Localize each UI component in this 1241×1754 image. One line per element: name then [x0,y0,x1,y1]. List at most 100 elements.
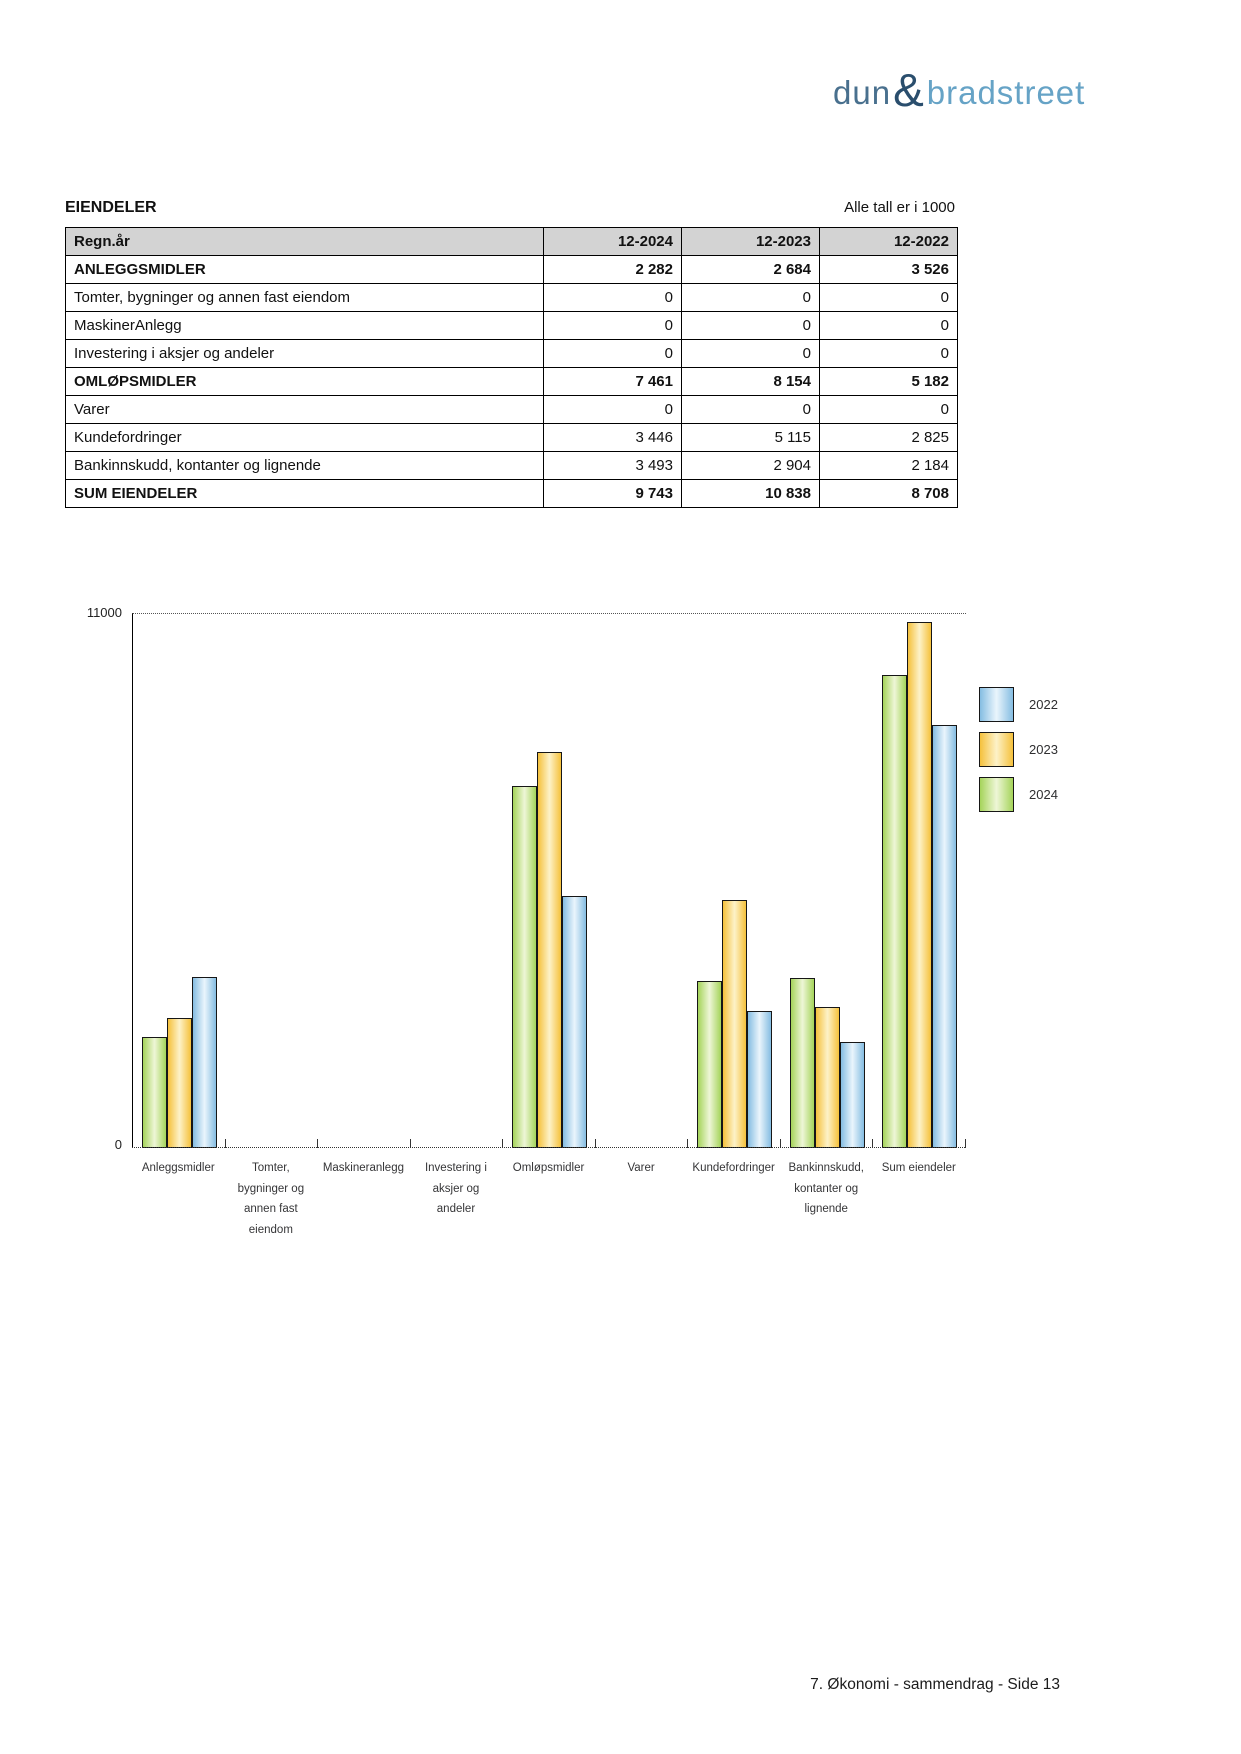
x-axis-label-line: eiendom [248,1223,293,1236]
legend-label-2023: 2023 [1029,742,1058,757]
row-value: 10 838 [681,479,820,508]
x-axis-label: Tomter, bygninger og annen fast eiendom [225,1158,318,1240]
row-label: Bankinnskudd, kontanter og lignende [65,451,544,480]
x-axis-label-line: Investering i [424,1162,487,1174]
row-value: 0 [681,283,820,312]
row-value: 0 [543,395,682,424]
table-row: SUM EIENDELER 9 743 10 838 8 708 [65,479,958,508]
row-label: OMLØPSMIDLER [65,367,544,396]
x-axis-tick [410,1139,411,1148]
legend-swatch-2022 [979,687,1014,722]
chart-bar-group [226,614,319,1148]
row-value: 7 461 [543,367,682,396]
row-value: 8 708 [819,479,958,508]
logo-part1: dun [833,74,892,111]
x-axis-label-line: bygninger og [237,1182,305,1195]
row-label: Investering i aksjer og andeler [65,339,544,368]
x-axis-label-line: kontanter og [794,1182,859,1195]
x-axis-label-line: lignende [804,1203,848,1215]
chart-bar-group [874,614,967,1148]
chart-bar-group [133,614,226,1148]
row-value: 0 [819,283,958,312]
page-footer: 7. Økonomi - sammendrag - Side 13 [810,1676,1060,1693]
row-value: 0 [543,283,682,312]
bar-2023 [907,622,933,1148]
x-axis-label: Kundefordringer [687,1158,780,1240]
row-value: 2 904 [681,451,820,480]
table-row: Varer 0 0 0 [65,395,958,424]
x-axis-label: Anleggsmidler [132,1158,225,1240]
table-row: Kundefordringer 3 446 5 115 2 825 [65,423,958,452]
table-row: MaskinerAnlegg 0 0 0 [65,311,958,340]
bar-2022 [747,1011,773,1148]
row-value: 2 282 [543,255,682,284]
row-value: 2 184 [819,451,958,480]
row-value: 3 526 [819,255,958,284]
x-axis-label-line: Omløpsmidler [512,1162,585,1174]
row-value: 3 493 [543,451,682,480]
x-axis-label-line: Kundefordringer [692,1162,775,1174]
x-axis-label-line: aksjer og [432,1182,480,1195]
x-axis-label-line: andeler [436,1203,476,1215]
row-label: Varer [65,395,544,424]
row-value: 0 [819,339,958,368]
chart-bar-group [596,614,689,1148]
x-axis-label-line: Tomter, [251,1162,290,1174]
table-row: Investering i aksjer og andeler 0 0 0 [65,339,958,368]
table-header-year: 12-2022 [819,227,958,256]
x-axis-label: Maskineranlegg [317,1158,410,1240]
row-value: 2 684 [681,255,820,284]
table-row: Bankinnskudd, kontanter og lignende 3 493… [65,451,958,480]
x-axis-label: Sum eiendeler [873,1158,966,1240]
logo-part2: bradstreet [926,74,1086,111]
x-axis-label: Varer [595,1158,688,1240]
bar-2023 [537,752,563,1148]
x-axis-tick [965,1139,966,1148]
bar-2024 [789,978,815,1148]
row-value: 9 743 [543,479,682,508]
table-header-year: 12-2023 [681,227,820,256]
row-value: 2 825 [819,423,958,452]
bar-2022 [839,1042,865,1148]
row-value: 0 [543,339,682,368]
table-header-label: Regn.år [65,227,544,256]
bar-2023 [722,900,748,1148]
bar-2022 [562,896,588,1148]
section-header: EIENDELER Alle tall er i 1000 [65,199,955,217]
row-label: Tomter, bygninger og annen fast eiendom [65,283,544,312]
dun-bradstreet-logo: dun & bradstreet [833,67,1086,113]
legend-label-2022: 2022 [1029,697,1058,712]
row-value: 0 [819,311,958,340]
x-axis-label: Investering i aksjer og andeler [410,1158,503,1240]
bar-2024 [882,675,908,1148]
row-value: 0 [819,395,958,424]
page-title: EIENDELER [65,199,157,216]
x-axis-tick [687,1139,688,1148]
table-header-row: Regn.år 12-2024 12-2023 12-2022 [65,227,958,256]
legend-item-2022: 2022 [979,687,1058,722]
x-axis-label-line: Anleggsmidler [141,1162,215,1174]
x-axis-label: Bankinnskudd, kontanter og lignende [780,1158,873,1240]
row-value: 8 154 [681,367,820,396]
financial-table: Regn.år 12-2024 12-2023 12-2022 ANLEGGSMIDLE… [65,227,958,508]
x-axis-label-line: Sum eiendeler [881,1162,956,1174]
row-label: SUM EIENDELER [65,479,544,508]
x-axis-label-line: Bankinnskudd, [788,1162,864,1174]
chart-plot [132,613,966,1148]
legend-item-2024: 2024 [979,777,1058,812]
row-value: 0 [681,311,820,340]
legend-item-2023: 2023 [979,732,1058,767]
row-value: 0 [681,395,820,424]
table-row: OMLØPSMIDLER 7 461 8 154 5 182 [65,367,958,396]
chart-x-axis [132,1139,966,1148]
chart-bar-group [781,614,874,1148]
x-axis-tick [502,1139,503,1148]
x-axis-label-line: Maskineranlegg [322,1162,404,1174]
chart-bar-group [688,614,781,1148]
table-row: Tomter, bygninger og annen fast eiendom 0… [65,283,958,312]
x-axis-tick [317,1139,318,1148]
bar-2023 [814,1007,840,1148]
legend-label-2024: 2024 [1029,787,1058,802]
x-axis-tick [780,1139,781,1148]
